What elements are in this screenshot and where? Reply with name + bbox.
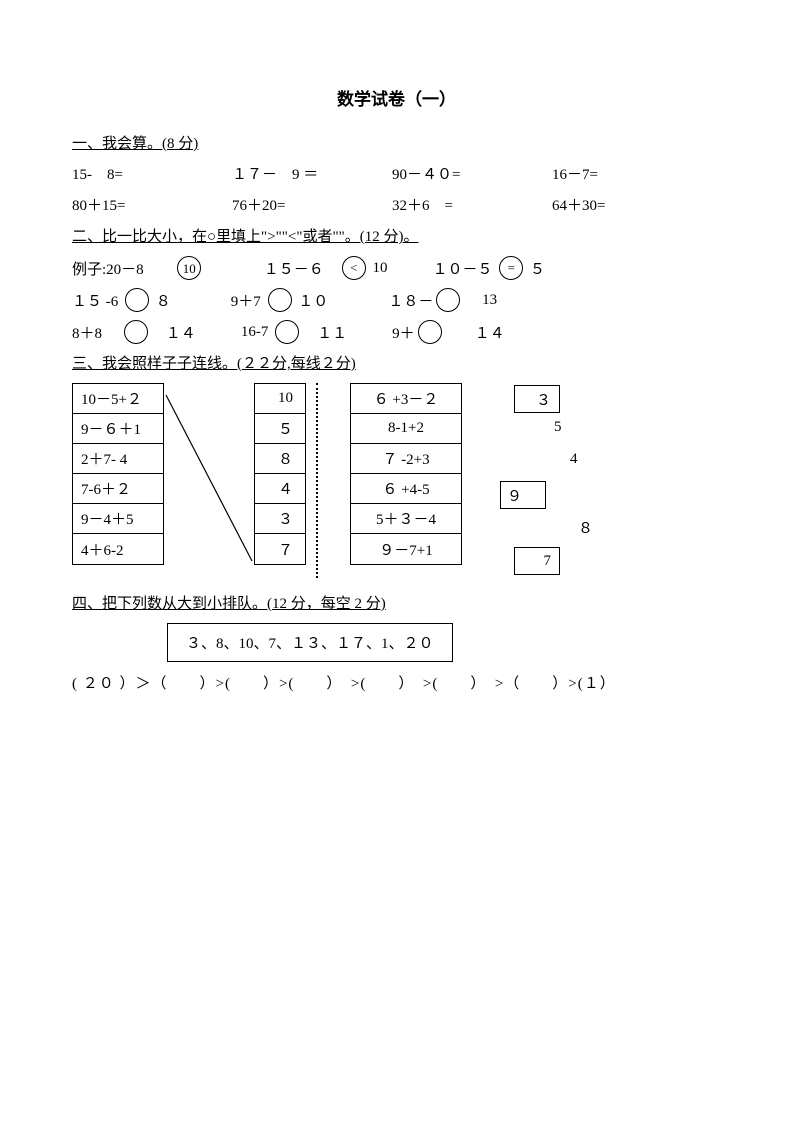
expr-cell: 7-6＋２ (73, 474, 163, 504)
compare-value: １４ (475, 322, 505, 343)
calc-item: １７－ 9 ＝ (232, 163, 342, 184)
compare-circle-blank[interactable] (268, 288, 292, 312)
expr-cell: 9－4＋5 (73, 504, 163, 534)
matching-exercise: 10－5+２ 9－６＋1 2＋7- 4 7-6＋２ 9－4＋5 4＋6-2 10… (72, 383, 721, 578)
compare-circle-example: 10 (177, 256, 201, 280)
compare-value: １０ (298, 290, 328, 311)
compare-value: １１ (317, 322, 347, 343)
compare-circle-blank[interactable] (275, 320, 299, 344)
calc-row-2: 80＋15= 76＋20= 32＋6 = 64＋30= (72, 194, 721, 215)
compare-expr: 9＋ (392, 322, 415, 343)
answer-cell: 5 (554, 419, 562, 436)
expr-cell: ９－7+1 (351, 534, 461, 564)
compare-circle-blank[interactable] (124, 320, 148, 344)
compare-circle-example: = (499, 256, 523, 280)
calc-item: 32＋6 = (392, 194, 502, 215)
sort-answer-line: ( ２０ ）＞（ ）>( ）>( ） >( ） >( ） >（ ）>(１） (72, 672, 721, 693)
compare-row: １５ -6 ８ 9＋7 １０ １８－ 13 (72, 288, 721, 312)
expr-cell: 4＋6-2 (73, 534, 163, 564)
answer-cell: 4 (570, 451, 578, 468)
calc-item: 80＋15= (72, 194, 182, 215)
left-answer-column: 10 ５ ８ ４ ３ ７ (254, 383, 306, 565)
expr-cell: 5＋３－4 (351, 504, 461, 534)
compare-value: ８ (156, 290, 171, 311)
compare-expr: 9＋7 (231, 290, 261, 311)
answer-cell: ８ (255, 444, 305, 474)
right-answer-column: ３ 5 4 ９ ８ 7 (514, 383, 584, 578)
compare-value: １４ (166, 322, 196, 343)
expr-cell: 9－６＋1 (73, 414, 163, 444)
compare-circle-blank[interactable] (125, 288, 149, 312)
section4-heading: 四、把下列数从大到小排队。(12 分，每空 2 分) (72, 592, 721, 613)
compare-circle-blank[interactable] (418, 320, 442, 344)
expr-cell: ７ -2+3 (351, 444, 461, 474)
expr-cell: 10－5+２ (73, 384, 163, 414)
answer-cell: ８ (578, 517, 593, 538)
compare-expr: １８－ (388, 290, 433, 311)
right-expression-column: ６ +3－２ 8-1+2 ７ -2+3 ６ +4-5 5＋３－4 ９－7+1 (350, 383, 462, 565)
expr-cell: 2＋7- 4 (73, 444, 163, 474)
compare-circle-blank[interactable] (436, 288, 460, 312)
answer-cell: 7 (514, 547, 560, 575)
compare-expr: 16-7 (241, 324, 269, 341)
calc-item: 64＋30= (552, 194, 662, 215)
example-right-after: ５ (530, 258, 545, 279)
calc-item: 76＋20= (232, 194, 342, 215)
example-mid: １５－６ (264, 258, 324, 279)
expr-cell: 8-1+2 (351, 414, 461, 444)
calc-item: 90－４０= (392, 163, 502, 184)
number-list-box: ３、8、10、7、１３、１７、1、２０ (167, 623, 453, 662)
example-right: １０－５ (433, 258, 493, 279)
answer-cell: ３ (514, 385, 560, 413)
expr-cell: ６ +4-5 (351, 474, 461, 504)
section1-heading: 一、我会算。(8 分) (72, 132, 721, 153)
section3-heading: 三、我会照样子子连线。(２２分,每线２分) (72, 352, 721, 373)
section2-heading: 二、比一比大小，在○里填上">""<"或者""。(12 分)。 (72, 225, 721, 246)
answer-cell: 10 (255, 384, 305, 414)
divider-dots (316, 383, 334, 578)
left-expression-column: 10－5+２ 9－６＋1 2＋7- 4 7-6＋２ 9－4＋5 4＋6-2 (72, 383, 164, 565)
expr-cell: ６ +3－２ (351, 384, 461, 414)
answer-cell: ９ (500, 481, 546, 509)
compare-expr: １５ -6 (72, 290, 118, 311)
answer-cell: ５ (255, 414, 305, 444)
answer-cell: ３ (255, 504, 305, 534)
example-prefix: 例子:20－8 (72, 258, 144, 279)
answer-cell: ７ (255, 534, 305, 564)
compare-expr: 8＋8 (72, 322, 102, 343)
compare-row: 8＋8 １４ 16-7 １１ 9＋ １４ (72, 320, 721, 344)
calc-item: 16－7= (552, 163, 662, 184)
compare-circle-example: < (342, 256, 366, 280)
example-row: 例子:20－8 10 １５－６ < 10 １０－５ = ５ (72, 256, 721, 280)
calc-row-1: 15- 8= １７－ 9 ＝ 90－４０= 16－7= (72, 163, 721, 184)
matching-line-svg (164, 383, 254, 578)
answer-cell: ４ (255, 474, 305, 504)
calc-item: 15- 8= (72, 163, 182, 184)
page-title: 数学试卷（一） (72, 85, 721, 110)
example-mid-after: 10 (369, 260, 388, 277)
compare-value: 13 (482, 292, 497, 309)
